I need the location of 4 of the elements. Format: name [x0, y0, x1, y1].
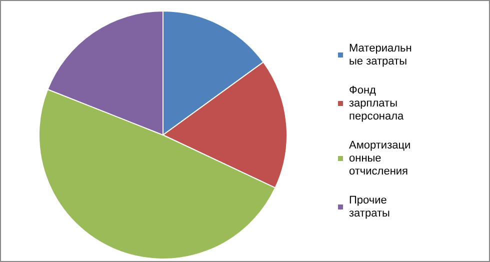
legend-label: Фонд зарплаты персонала [349, 84, 405, 122]
legend-label: Амортизационные отчисления [349, 140, 411, 178]
legend-label: Материальные затраты [349, 42, 412, 68]
legend-label: Прочие затраты [349, 194, 390, 220]
